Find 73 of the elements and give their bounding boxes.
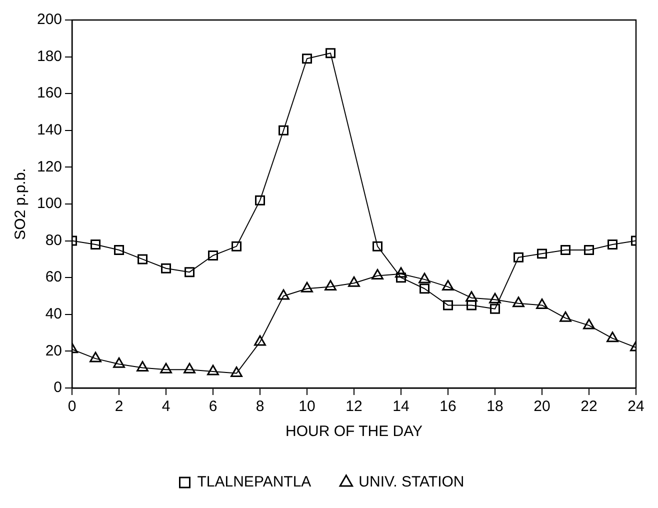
x-tick-label: 6 [208,398,218,416]
point [208,250,218,261]
point [348,276,360,287]
x-tick-label: 24 [628,398,644,416]
point [606,332,618,342]
point [372,269,384,280]
y-tick-label: 100 [36,195,62,212]
point [396,272,406,283]
point [90,239,101,250]
x-tick-label: 2 [114,398,124,416]
point [254,335,266,346]
y-tick-label: 60 [45,268,62,286]
x-tick-label: 12 [346,398,362,416]
y-tick-label: 180 [36,48,62,65]
point [232,241,242,252]
point [184,362,196,374]
x-tick-label: 18 [486,398,504,416]
y-tick-label: 160 [36,84,62,102]
point [466,291,478,302]
point [583,318,595,330]
point [490,304,500,314]
y-tick-label: 120 [36,158,62,176]
point [161,263,172,274]
point [395,267,407,278]
x-tick-label: 20 [534,398,550,416]
point [230,366,242,378]
point [536,298,548,309]
y-tick-label: 40 [45,306,62,323]
x-tick-label: 14 [392,398,410,416]
x-tick-label: 8 [256,398,264,416]
y-tick-label: 0 [54,379,62,396]
point [278,125,289,136]
point [138,254,148,264]
y-tick-label: 200 [36,11,62,28]
y-tick-label: 20 [45,342,62,360]
point [372,241,383,252]
point [324,280,336,291]
point [301,282,313,292]
x-axis-title: HOUR OF THE DAY [286,423,422,440]
point [514,252,524,262]
point [302,54,312,64]
x-tick-label: 0 [68,398,76,416]
point [512,296,524,308]
point [560,311,572,322]
point [326,48,336,58]
x-tick-label: 16 [440,398,456,416]
legend-label: UNIV. STATION [358,474,464,491]
point [608,239,618,250]
point [278,289,290,300]
x-tick-label: 10 [298,398,316,416]
point [537,248,547,259]
legend-label: TLALNEPANTLA [197,474,312,491]
point [418,272,430,284]
point [443,300,453,310]
point [255,195,266,206]
x-tick-label: 22 [580,398,598,416]
point [466,300,476,310]
y-tick-label: 140 [36,122,62,139]
y-axis-title: SO2 p.p.b. [12,168,30,240]
point [136,361,148,372]
point [207,364,219,376]
point [113,357,125,368]
point [442,280,454,291]
point [114,245,124,255]
point [420,284,430,294]
point [90,352,102,362]
y-tick-label: 80 [45,232,62,249]
point [560,245,570,255]
point [160,362,172,374]
x-tick-label: 4 [162,398,170,416]
point [184,267,195,278]
point [584,245,594,255]
point [489,292,501,304]
